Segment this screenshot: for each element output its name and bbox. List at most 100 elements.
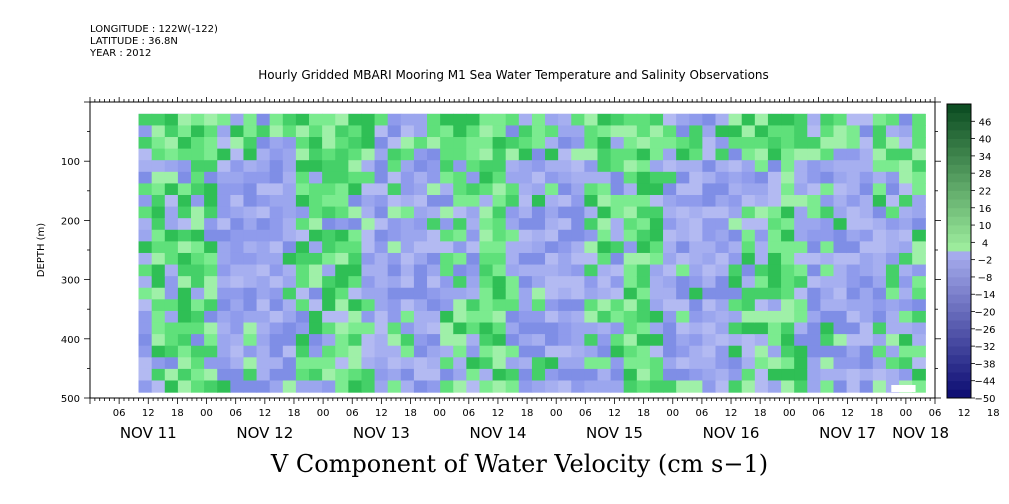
heatmap-cell: [689, 113, 703, 127]
heatmap-cell: [400, 194, 415, 208]
heatmap-cell: [872, 148, 887, 161]
colorbar-label: 16: [979, 204, 992, 215]
heatmap-cell: [322, 252, 336, 266]
heatmap-cell: [794, 137, 808, 150]
heatmap-cell: [741, 113, 756, 127]
heatmap-cell: [912, 310, 926, 324]
heatmap-cell: [649, 322, 664, 335]
heatmap-cell: [899, 137, 913, 150]
heatmap-cell: [309, 276, 323, 289]
heatmap-cell: [912, 334, 926, 347]
heatmap-cell: [741, 276, 756, 289]
heatmap-cell: [440, 299, 454, 312]
heatmap-cell: [427, 148, 441, 161]
heatmap-cell: [309, 160, 323, 173]
x-hour-label: 06: [812, 408, 825, 419]
heatmap-cell: [597, 380, 612, 393]
heatmap-cell: [400, 137, 415, 150]
heatmap-cell: [269, 252, 284, 266]
heatmap-cell: [138, 229, 153, 242]
heatmap-cell: [151, 137, 166, 150]
heatmap-cell: [820, 229, 835, 242]
heatmap-cell: [374, 229, 389, 242]
heatmap-cell: [649, 380, 664, 393]
heatmap-cell: [676, 194, 690, 208]
heatmap-cell: [309, 310, 323, 324]
heatmap-cell: [702, 322, 717, 335]
heatmap-cell: [400, 299, 415, 312]
heatmap-cell: [558, 183, 572, 196]
heatmap-cell: [191, 183, 205, 196]
heatmap-cell: [545, 334, 559, 347]
colorbar-swatch: [947, 216, 971, 226]
heatmap-cell: [322, 206, 336, 219]
colorbar-label: 4: [982, 238, 988, 249]
heatmap-cell: [217, 299, 231, 312]
heatmap-cell: [177, 206, 192, 219]
heatmap-cell: [610, 380, 625, 393]
heatmap-cell: [164, 357, 179, 370]
heatmap-cell: [899, 299, 913, 312]
heatmap-cell: [794, 252, 808, 266]
heatmap-cell: [282, 368, 297, 382]
heatmap-cell: [204, 276, 218, 289]
heatmap-cell: [322, 299, 336, 312]
heatmap-cell: [794, 183, 808, 196]
heatmap-cell: [164, 218, 179, 231]
heatmap-cell: [374, 264, 389, 277]
heatmap-cell: [492, 218, 507, 231]
heatmap-cell: [597, 357, 612, 370]
heatmap-cell: [531, 368, 546, 382]
heatmap-cell: [781, 322, 795, 335]
heatmap-cell: [151, 276, 166, 289]
heatmap-cell: [715, 310, 730, 324]
heatmap-cell: [545, 276, 559, 289]
heatmap-cell: [912, 137, 926, 150]
heatmap-cell: [505, 194, 520, 208]
heatmap-cell: [295, 345, 310, 358]
heatmap-cell: [505, 287, 520, 300]
heatmap-cell: [820, 357, 835, 370]
heatmap-cell: [204, 380, 218, 393]
heatmap-cell: [348, 380, 363, 393]
heatmap-cell: [466, 113, 481, 127]
heatmap-cell: [151, 206, 166, 219]
heatmap-cell: [387, 322, 402, 335]
heatmap-cell: [794, 334, 808, 347]
heatmap-cell: [230, 322, 245, 335]
colorbar-label: −38: [974, 359, 995, 370]
heatmap-cell: [164, 194, 179, 208]
heatmap-cell: [859, 299, 874, 312]
heatmap-cell: [309, 206, 323, 219]
x-hour-label: 00: [317, 408, 330, 419]
heatmap-cell: [335, 194, 349, 208]
heatmap-cell: [453, 310, 467, 324]
heatmap-cell: [531, 125, 546, 138]
heatmap-cell: [256, 380, 271, 393]
heatmap-cell: [243, 357, 258, 370]
heatmap-cell: [597, 206, 612, 219]
heatmap-cell: [676, 357, 690, 370]
heatmap-cell: [702, 125, 717, 138]
heatmap-cell: [597, 218, 612, 231]
heatmap-cell: [545, 183, 559, 196]
heatmap-cell: [413, 380, 428, 393]
heatmap-cell: [689, 287, 703, 300]
heatmap-cell: [597, 310, 612, 324]
heatmap-cell: [872, 171, 887, 184]
heatmap-cell: [374, 334, 389, 347]
heatmap-cell: [676, 206, 690, 219]
x-date-label: NOV 13: [353, 424, 410, 442]
heatmap-cell: [794, 368, 808, 382]
heatmap-cell: [518, 345, 533, 358]
heatmap-cell: [361, 287, 376, 300]
heatmap-cell: [584, 137, 599, 150]
heatmap-cell: [466, 345, 481, 358]
heatmap-cell: [899, 264, 913, 277]
heatmap-cell: [453, 171, 467, 184]
heatmap-cell: [230, 183, 245, 196]
heatmap-cell: [715, 345, 730, 358]
heatmap-cell: [295, 194, 310, 208]
heatmap-cell: [912, 241, 926, 254]
heatmap-cell: [767, 137, 782, 150]
